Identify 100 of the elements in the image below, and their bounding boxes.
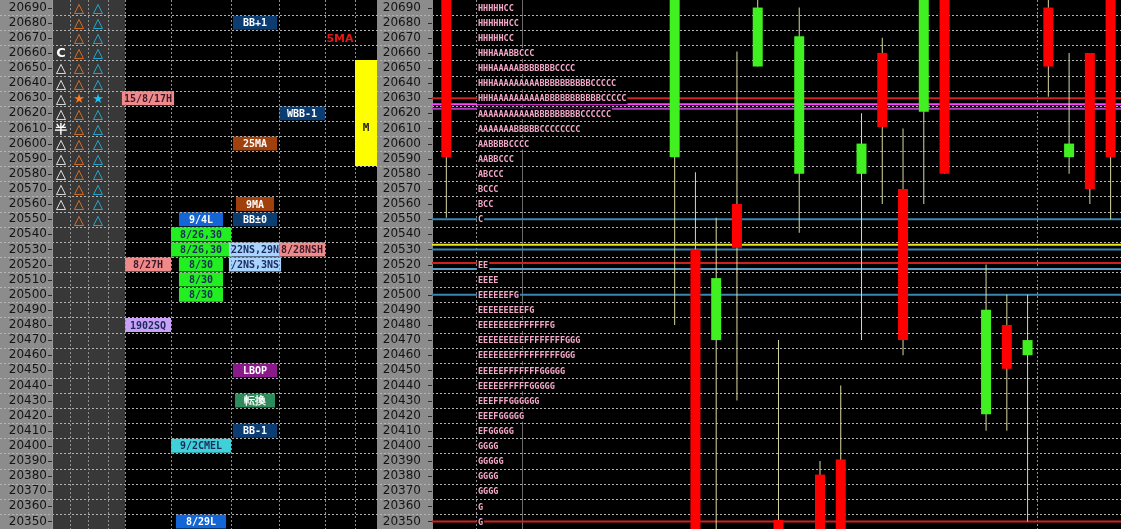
annotation: EEEEEEEEEFFFFFFFFGGG bbox=[478, 335, 581, 346]
annotation: G bbox=[478, 501, 484, 512]
y2-tick-label: 20570 bbox=[8, 181, 47, 196]
annotation: EFGGGGG bbox=[478, 425, 514, 436]
y2-tick-label: 20490 bbox=[8, 301, 47, 316]
y2-tick-label: 20610 bbox=[8, 120, 47, 135]
y2-tick-label: 20450 bbox=[8, 362, 47, 377]
y-tick-label: 20450 bbox=[382, 362, 421, 377]
y-tick-label: 20630 bbox=[382, 90, 421, 105]
y2-tick-label: 20580 bbox=[8, 165, 47, 180]
annotation: △ bbox=[74, 0, 84, 15]
annotation: HHHHHCC bbox=[478, 32, 514, 43]
annotation: 8/26,30 bbox=[179, 243, 223, 255]
y2-tick-label: 20630 bbox=[8, 90, 47, 105]
annotation: △ bbox=[93, 105, 103, 121]
y2-tick-label: 20410 bbox=[8, 422, 47, 437]
annotation: △ bbox=[93, 0, 103, 15]
y-tick-label: 20530 bbox=[382, 241, 421, 256]
annotation: 8/28NSH bbox=[280, 243, 324, 255]
y-tick-label: 20650 bbox=[382, 60, 421, 75]
y-tick-label: 20470 bbox=[382, 332, 421, 347]
annotation: GGGGG bbox=[478, 456, 504, 467]
annotation: △ bbox=[74, 45, 84, 61]
annotation: WBB-1 bbox=[286, 107, 318, 119]
annotation: M bbox=[361, 121, 371, 135]
annotation: GGGG bbox=[478, 471, 499, 482]
annotation: 9/4L bbox=[188, 213, 214, 225]
y2-tick-label: 20440 bbox=[8, 377, 47, 392]
annotation: 5MA bbox=[326, 31, 355, 45]
y-tick-label: 20550 bbox=[382, 211, 421, 226]
annotation: HHHAAABBCCC bbox=[478, 48, 535, 59]
y2-tick-label: 20350 bbox=[8, 513, 47, 528]
annotation: △ bbox=[56, 196, 66, 212]
annotation: △ bbox=[93, 196, 103, 212]
annotation: EEEE bbox=[478, 274, 499, 285]
annotation: 8/30 bbox=[188, 274, 214, 286]
annotation: △ bbox=[56, 90, 66, 106]
y-tick-label: 20360 bbox=[382, 498, 421, 513]
y2-tick-label: 20540 bbox=[8, 226, 47, 241]
y2-tick-label: 20400 bbox=[8, 438, 47, 452]
annotation: △ bbox=[56, 181, 66, 197]
y2-tick-label: 20510 bbox=[8, 271, 47, 286]
annotation: △ bbox=[56, 75, 66, 91]
y-tick-label: 20670 bbox=[382, 29, 421, 44]
annotation: △ bbox=[74, 30, 84, 46]
annotation: 8/26,30 bbox=[179, 228, 223, 240]
y2-tick-label: 20380 bbox=[8, 468, 47, 483]
annotation: EEEEEFFFFFFFGGGGG bbox=[478, 365, 565, 376]
annotation: △ bbox=[56, 166, 66, 182]
y-tick-label: 20620 bbox=[382, 105, 421, 120]
annotation: 9MA bbox=[245, 198, 265, 210]
annotation: BB+1 bbox=[242, 17, 268, 29]
y2-tick-label: 20430 bbox=[8, 392, 47, 407]
annotation: △ bbox=[93, 60, 103, 76]
annotation: △ bbox=[74, 181, 84, 197]
y-tick-label: 20580 bbox=[382, 165, 421, 180]
y-tick-label: 20520 bbox=[382, 256, 421, 271]
y2-tick-label: 20370 bbox=[8, 483, 47, 498]
y-tick-label: 20480 bbox=[382, 317, 421, 332]
annotation: 半 bbox=[54, 121, 67, 136]
annotation: △ bbox=[93, 211, 103, 227]
y2-tick-label: 20690 bbox=[8, 0, 47, 14]
y2-tick-label: 20360 bbox=[8, 498, 47, 513]
y-tick-label: 20570 bbox=[382, 181, 421, 196]
y2-tick-label: 20670 bbox=[8, 29, 47, 44]
annotation: △ bbox=[93, 15, 103, 31]
y-tick-label: 20350 bbox=[382, 513, 421, 528]
y-tick-label: 20400 bbox=[382, 438, 421, 452]
y-tick-label: 20430 bbox=[382, 392, 421, 407]
y-tick-label: 20500 bbox=[382, 286, 421, 301]
y-tick-label: 20420 bbox=[382, 407, 421, 422]
y-tick-label: 20510 bbox=[382, 271, 421, 286]
annotation: HHHHHCC bbox=[478, 2, 514, 13]
annotation: EEEEEFFFFFGGGGG bbox=[478, 380, 555, 391]
annotation: ★ bbox=[73, 90, 85, 106]
annotation: C bbox=[56, 45, 66, 61]
y2-tick-label: 20550 bbox=[8, 211, 47, 226]
y2-tick-label: 20460 bbox=[8, 347, 47, 362]
annotation: EEEFFFGGGGGG bbox=[478, 395, 540, 406]
annotation: △ bbox=[93, 166, 103, 182]
annotation: /2NS,3NS bbox=[230, 259, 280, 271]
annotation: △ bbox=[74, 151, 84, 167]
annotation: △ bbox=[74, 120, 84, 136]
annotation: HHHAAAAABBBBBBBCCCC bbox=[478, 63, 576, 74]
y-tick-label: 20410 bbox=[382, 422, 421, 437]
annotation: △ bbox=[93, 120, 103, 136]
y-tick-label: 20370 bbox=[382, 483, 421, 498]
y-tick-label: 20690 bbox=[382, 0, 421, 14]
annotation: EEEEEEEFFFFFFFFFGGG bbox=[478, 350, 576, 361]
annotation: △ bbox=[93, 45, 103, 61]
y-tick-label: 20490 bbox=[382, 301, 421, 316]
y-tick-label: 20610 bbox=[382, 120, 421, 135]
annotation: △ bbox=[56, 105, 66, 121]
annotation: C bbox=[478, 214, 484, 225]
y-tick-label: 20390 bbox=[382, 453, 421, 468]
annotation: 15/8/17H bbox=[123, 92, 173, 104]
y-tick-label: 20440 bbox=[382, 377, 421, 392]
annotation: AAAAAAABBBBBCCCCCCCC bbox=[478, 123, 581, 134]
y2-tick-label: 20600 bbox=[8, 135, 47, 150]
annotation: BB±0 bbox=[242, 213, 268, 225]
